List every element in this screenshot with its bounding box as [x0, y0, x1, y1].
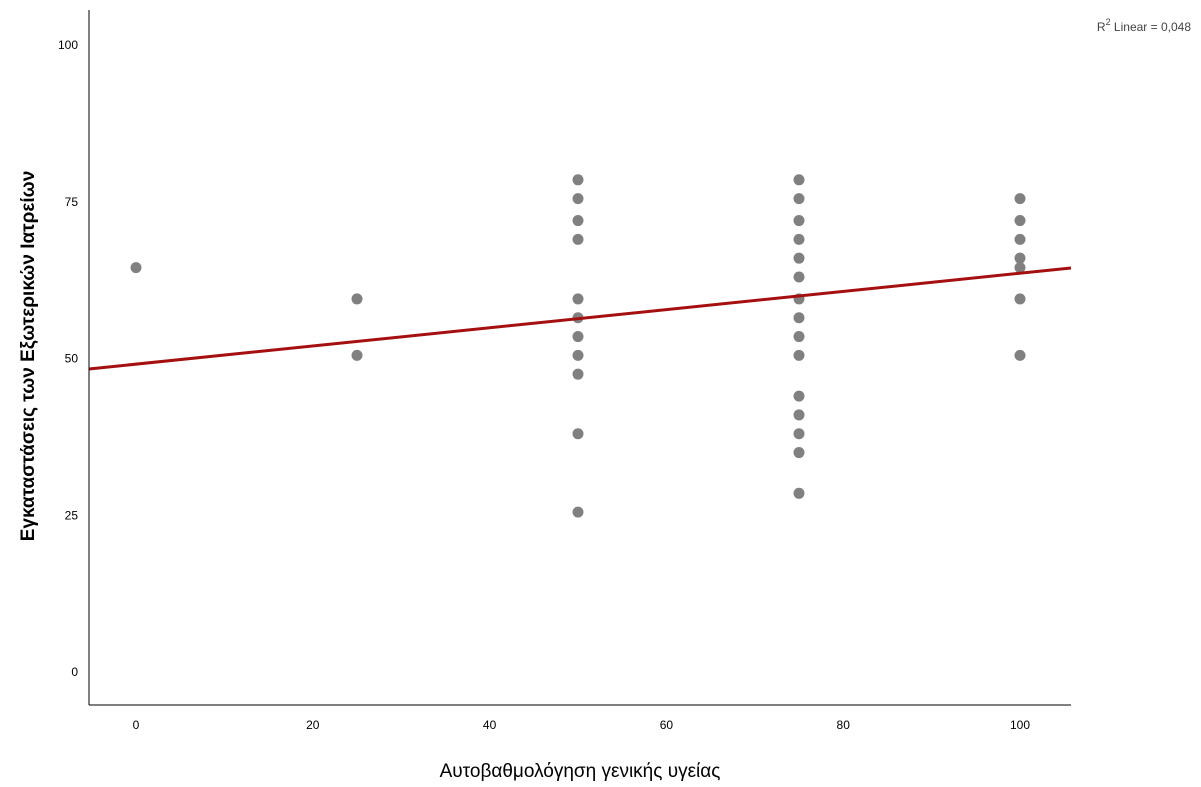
y-tick-label: 75 [65, 195, 79, 209]
y-tick-label: 100 [58, 38, 78, 52]
y-tick-label: 0 [71, 665, 78, 679]
x-axis-title: Αυτοβαθμολόγηση γενικής υγείας [440, 761, 721, 782]
data-point [793, 331, 805, 343]
tick-labels: 0 20 40 60 80 100 0 25 50 75 100 [58, 38, 1030, 732]
data-point [793, 447, 805, 459]
r-squared-annotation: R2 Linear = 0,048 [1097, 17, 1191, 34]
data-point [1014, 215, 1026, 227]
x-tick-label: 20 [306, 718, 320, 732]
data-point [793, 233, 805, 245]
x-tick-label: 80 [837, 718, 851, 732]
data-point [351, 349, 363, 361]
data-point [572, 368, 584, 380]
y-axis-title: Εγκαταστάσεις των Εξωτερικών Ιατρείων [18, 171, 39, 542]
data-point [793, 312, 805, 324]
data-point [793, 215, 805, 227]
data-point [572, 331, 584, 343]
y-tick-label: 50 [65, 352, 79, 366]
axes [88, 10, 1071, 706]
data-point [351, 293, 363, 305]
x-tick-label: 40 [483, 718, 497, 732]
data-point [572, 506, 584, 518]
data-point [793, 252, 805, 264]
data-point [793, 349, 805, 361]
data-point [572, 174, 584, 186]
data-point [1014, 349, 1026, 361]
data-point [572, 193, 584, 205]
data-point [572, 349, 584, 361]
data-point [793, 271, 805, 283]
data-point [1014, 293, 1026, 305]
fit-line [88, 266, 1072, 371]
data-point [572, 233, 584, 245]
points-layer [130, 174, 1026, 518]
data-point [1014, 233, 1026, 245]
data-point [1014, 193, 1026, 205]
r-squared-superscript: 2 [1106, 17, 1111, 27]
data-point [793, 487, 805, 499]
x-tick-label: 60 [660, 718, 674, 732]
data-point [793, 193, 805, 205]
data-point [572, 428, 584, 440]
data-point [572, 293, 584, 305]
data-point [130, 262, 142, 274]
data-point [1014, 252, 1026, 264]
x-tick-label: 0 [133, 718, 140, 732]
data-point [793, 390, 805, 402]
data-point [1014, 262, 1026, 274]
data-point [572, 215, 584, 227]
r-squared-text: Linear = 0,048 [1111, 20, 1192, 34]
x-tick-label: 100 [1010, 718, 1030, 732]
data-point [793, 409, 805, 421]
data-point [793, 174, 805, 186]
y-tick-label: 25 [65, 508, 79, 522]
data-point [793, 428, 805, 440]
r-squared-prefix: R [1097, 20, 1106, 34]
